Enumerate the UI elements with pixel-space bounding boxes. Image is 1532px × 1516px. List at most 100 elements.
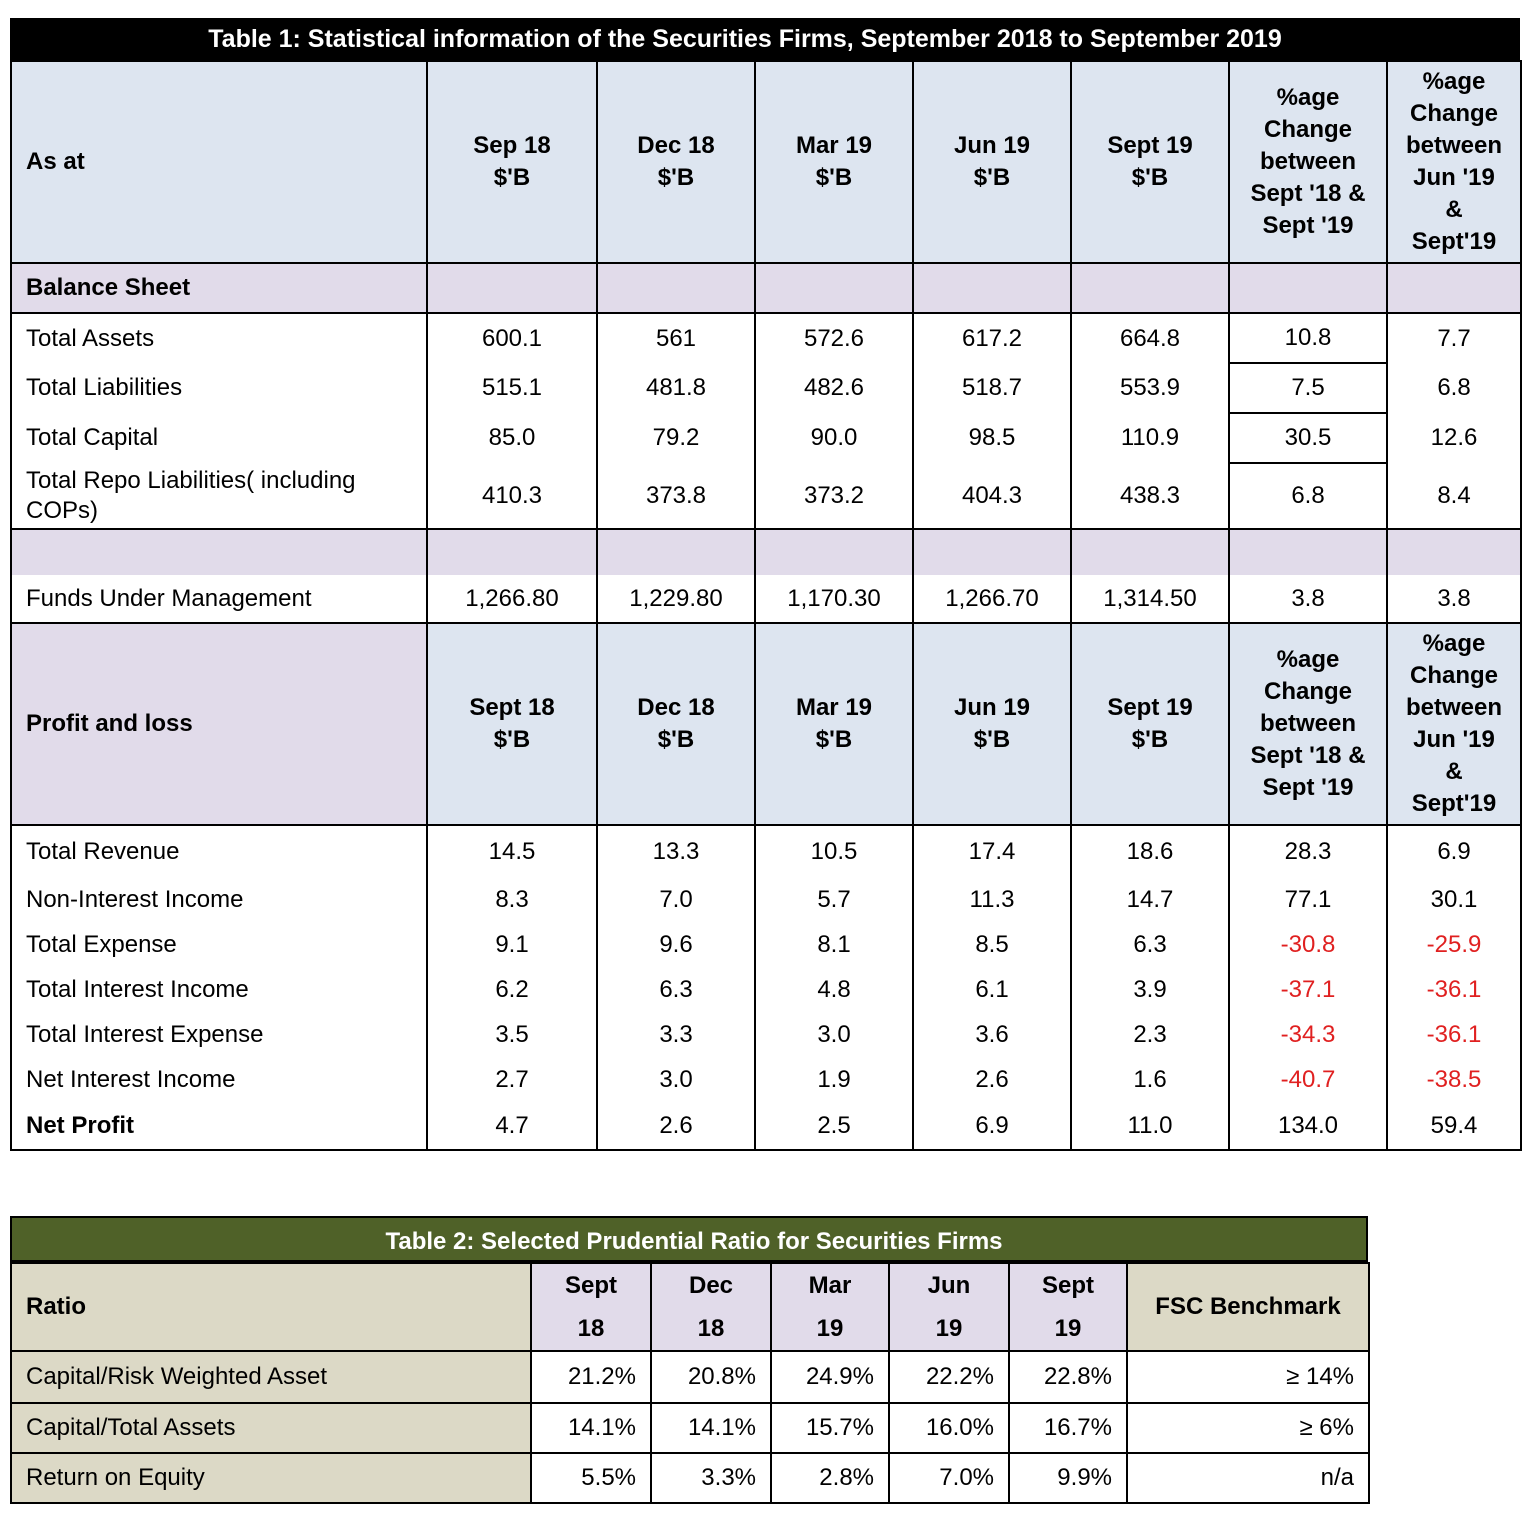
value-cell: -36.1 <box>1386 967 1522 1012</box>
value-cell: 2.6 <box>596 1102 756 1151</box>
table1: Table 1: Statistical information of the … <box>10 18 1522 1151</box>
row-label: Total Repo Liabilities( including COPs) <box>10 463 428 530</box>
value-cell: 30.1 <box>1386 877 1522 922</box>
period-header-bottom: 19 <box>770 1307 890 1352</box>
value-cell: 481.8 <box>596 363 756 413</box>
value-cell: 1,170.30 <box>754 575 914 624</box>
value-cell: 90.0 <box>754 413 914 463</box>
value-cell: 4.8 <box>754 967 914 1012</box>
value-cell: 10.8 <box>1228 312 1388 364</box>
value-cell: 2.8% <box>770 1452 890 1504</box>
value-cell: 28.3 <box>1228 824 1388 877</box>
value-cell: 3.5 <box>426 1012 598 1057</box>
value-cell: -36.1 <box>1386 1012 1522 1057</box>
table-row: Total Interest Expense 3.5 3.3 3.0 3.6 2.3 -34… <box>10 1012 1522 1057</box>
value-cell: 664.8 <box>1070 312 1230 363</box>
value-cell: 6.8 <box>1386 363 1522 413</box>
row-label: Funds Under Management <box>10 575 428 624</box>
value-cell: 16.0% <box>888 1402 1010 1454</box>
row-label: Total Liabilities <box>10 363 428 413</box>
value-cell: 8.1 <box>754 922 914 967</box>
value-cell: 373.8 <box>596 463 756 530</box>
table-row: Capital/Total Assets 14.1% 14.1% 15.7% 16.0%… <box>10 1402 1370 1454</box>
row-label: Net Profit <box>10 1102 428 1151</box>
value-cell: 3.0 <box>754 1012 914 1057</box>
value-cell: 30.5 <box>1228 412 1388 464</box>
period-header-top: Sept <box>530 1262 652 1307</box>
value-cell: 16.7% <box>1008 1402 1128 1454</box>
value-cell: 17.4 <box>912 824 1072 877</box>
row-label: Total Interest Income <box>10 967 428 1012</box>
value-cell: 404.3 <box>912 463 1072 530</box>
period-header-top: Dec <box>650 1262 772 1307</box>
column-header-bs: Sep 18 $'B <box>426 60 598 264</box>
spacer-row <box>10 528 1522 575</box>
column-header-pl-text: Sept 18 $'B <box>469 694 555 753</box>
value-cell: 18.6 <box>1070 824 1230 877</box>
section-cell <box>426 528 598 575</box>
value-cell: 553.9 <box>1070 363 1230 413</box>
value-cell: 2.6 <box>912 1057 1072 1102</box>
header-row-bottom: 18 18 19 19 19 <box>11 1307 1369 1352</box>
section-cell <box>10 528 428 575</box>
column-header-bs: %age Change between Jun '19 & Sept'19 <box>1386 60 1522 264</box>
value-cell: 3.8 <box>1228 575 1388 624</box>
value-cell: -37.1 <box>1228 967 1388 1012</box>
column-header-bs-text: %age Change between Jun '19 & Sept'19 <box>1405 68 1503 255</box>
value-cell: -25.9 <box>1386 922 1522 967</box>
table1-title: Table 1: Statistical information of the … <box>10 18 1520 60</box>
section-cell <box>1386 528 1522 575</box>
value-cell: 6.9 <box>1386 824 1522 877</box>
section-cell <box>754 528 914 575</box>
value-cell: 9.1 <box>426 922 598 967</box>
column-header-pl: Mar 19 $'B <box>754 622 914 826</box>
section-cell <box>1070 262 1230 314</box>
column-header-bs: Dec 18 $'B <box>596 60 756 264</box>
row-label: Total Expense <box>10 922 428 967</box>
table-row: Total Expense 9.1 9.6 8.1 8.5 6.3 -30.8 -25.9 <box>10 922 1522 967</box>
period-header-bottom: 19 <box>888 1307 1010 1352</box>
value-cell: 9.9% <box>1008 1452 1128 1504</box>
value-cell: 22.2% <box>888 1350 1010 1404</box>
value-cell: -30.8 <box>1228 922 1388 967</box>
period-header-top: Sept <box>1008 1262 1128 1307</box>
value-cell: 410.3 <box>426 463 598 530</box>
value-cell: 2.7 <box>426 1057 598 1102</box>
table-row: Capital/Risk Weighted Asset 21.2% 20.8% 24.… <box>10 1350 1370 1404</box>
period-header-top: Mar <box>770 1262 890 1307</box>
value-cell: 59.4 <box>1386 1102 1522 1151</box>
column-header-pl-text: %age Change between Sept '18 & Sept '19 <box>1250 646 1366 801</box>
section-cell <box>912 528 1072 575</box>
table1-grid: As at Sep 18 $'B Dec 18 $'B Mar 19 $'B Jun 1… <box>10 60 1522 1151</box>
value-cell: 3.0 <box>596 1057 756 1102</box>
section-cell <box>912 262 1072 314</box>
column-header-bs-text: %age Change between Sept '18 & Sept '19 <box>1250 84 1366 239</box>
value-cell: 617.2 <box>912 312 1072 363</box>
value-cell: 7.0 <box>596 877 756 922</box>
value-cell: 4.7 <box>426 1102 598 1151</box>
column-header-bs-text: Dec 18 $'B <box>637 132 715 191</box>
column-header-pl-text: %age Change between Jun '19 & Sept'19 <box>1405 630 1503 817</box>
table2-grid: Ratio Sept Dec Mar Jun Sept FSC Benchmark 18 18 1… <box>10 1262 1370 1504</box>
table-row: Net Interest Income 2.7 3.0 1.9 2.6 1.6 -40.7-… <box>10 1057 1522 1102</box>
value-cell: -34.3 <box>1228 1012 1388 1057</box>
table-row: Total Revenue 14.5 13.3 10.5 17.4 18.6 28.3 6.9 <box>10 824 1522 877</box>
value-cell: -40.7 <box>1228 1057 1388 1102</box>
table-row: Net Profit 4.7 2.6 2.5 6.9 11.0 134.0 59.4 <box>10 1102 1522 1151</box>
value-cell: 3.8 <box>1386 575 1522 624</box>
row-label: Non-Interest Income <box>10 877 428 922</box>
funds-row: Funds Under Management 1,266.80 1,229.80 1,… <box>10 575 1522 624</box>
value-cell: 6.9 <box>912 1102 1072 1151</box>
value-cell: 98.5 <box>912 413 1072 463</box>
value-cell: 1,266.70 <box>912 575 1072 624</box>
ratio-label: Ratio <box>10 1262 532 1352</box>
profit-loss-label: Profit and loss <box>10 622 428 826</box>
column-header-pl-text: Dec 18 $'B <box>637 694 715 753</box>
column-header-pl-text: Mar 19 $'B <box>795 694 873 753</box>
value-cell: 572.6 <box>754 312 914 363</box>
value-cell: 10.5 <box>754 824 914 877</box>
column-header-pl-text: Sept 19 $'B <box>1107 694 1193 753</box>
header-row-bs: As at Sep 18 $'B Dec 18 $'B Mar 19 $'B Jun 1… <box>10 60 1522 264</box>
section-cell <box>596 528 756 575</box>
row-label: Capital/Risk Weighted Asset <box>10 1350 532 1404</box>
